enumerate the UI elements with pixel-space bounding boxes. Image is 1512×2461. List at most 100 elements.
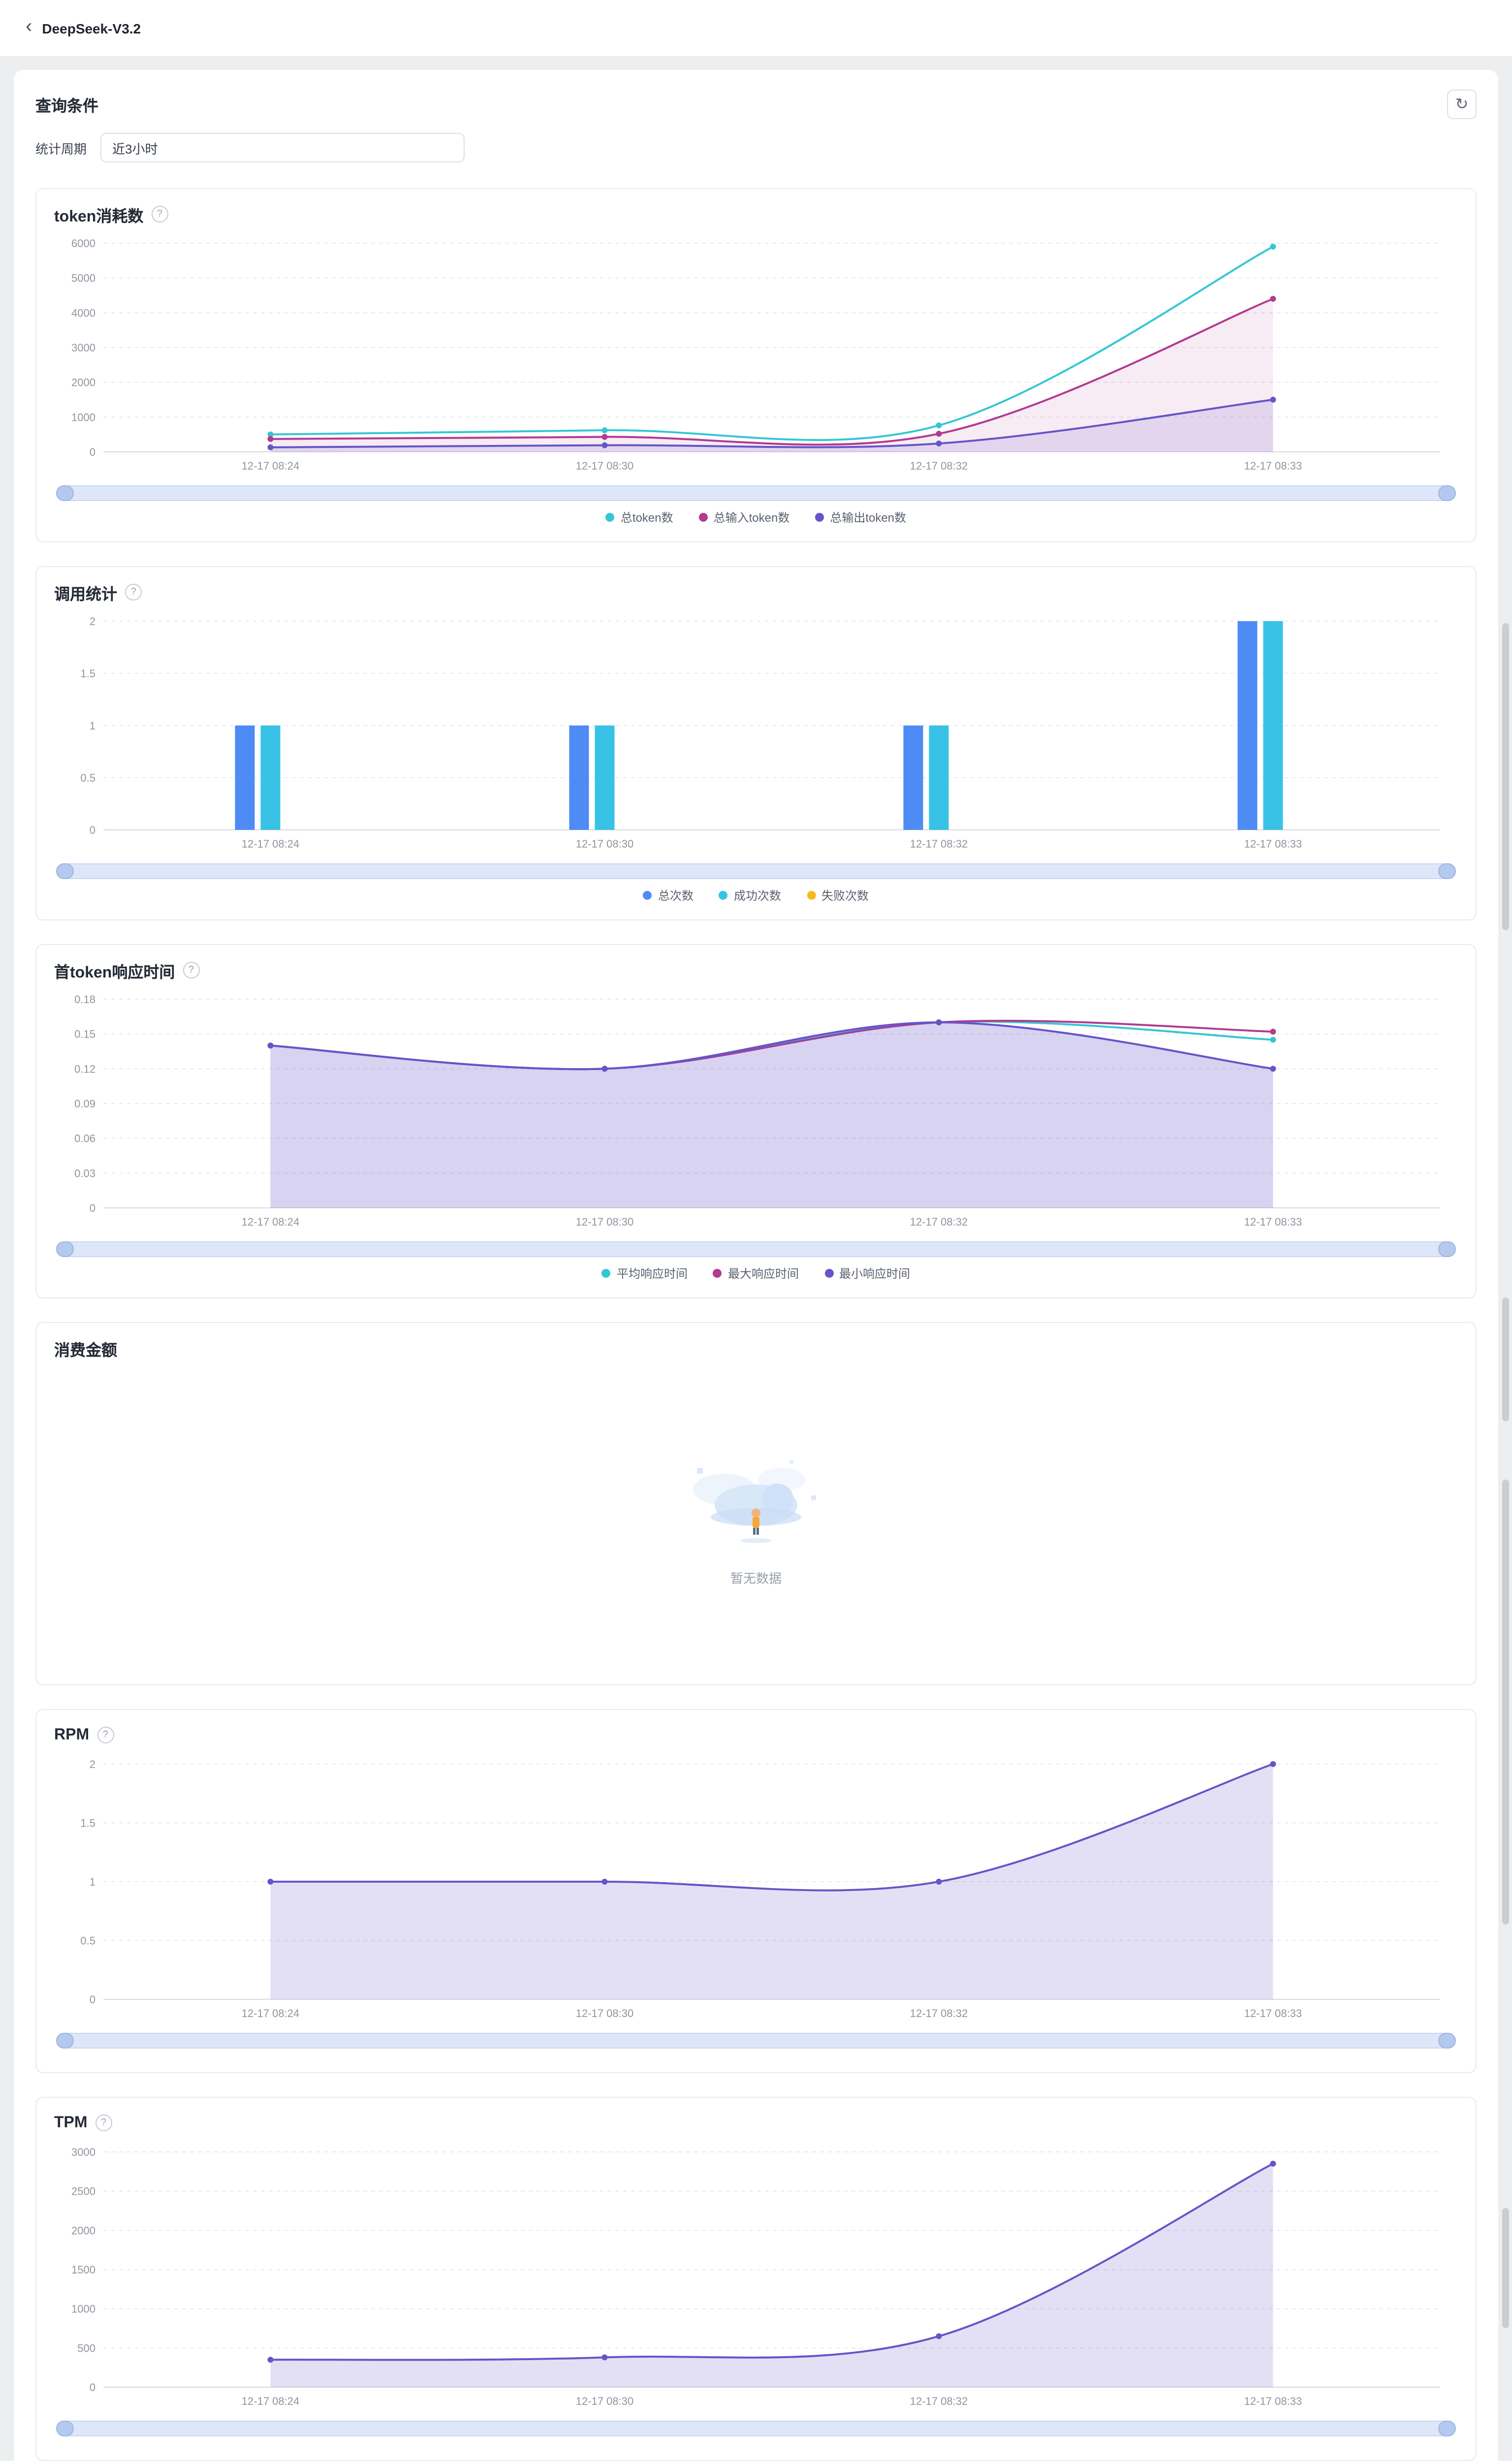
query-conditions-header: 查询条件 ↻ — [35, 90, 1477, 119]
svg-text:500: 500 — [77, 2342, 95, 2354]
legend-item[interactable]: 成功次数 — [719, 887, 781, 904]
datazoom-slider[interactable] — [56, 1241, 1456, 1257]
datazoom-handle-right[interactable] — [1438, 2033, 1456, 2049]
datazoom-handle-right[interactable] — [1438, 2421, 1456, 2436]
svg-text:0.09: 0.09 — [74, 1098, 95, 1110]
svg-text:12-17 08:24: 12-17 08:24 — [242, 2007, 299, 2019]
datazoom-handle-left[interactable] — [56, 485, 74, 501]
svg-text:12-17 08:30: 12-17 08:30 — [576, 460, 633, 472]
help-icon[interactable]: ? — [97, 1727, 114, 1743]
period-select-value: 近3小时 — [112, 141, 158, 156]
tpm-card: TPM ? 0 500 1000 1500 2000 2500 3000 12-17 08:2… — [35, 2097, 1477, 2461]
card-header: 消费金额 — [54, 1339, 1458, 1359]
svg-text:0: 0 — [90, 824, 95, 836]
scrollbar-thumb[interactable] — [1502, 1297, 1509, 1421]
legend-item[interactable]: 最大响应时间 — [713, 1265, 799, 1282]
svg-text:12-17 08:30: 12-17 08:30 — [576, 838, 633, 850]
legend-label: 失败次数 — [821, 889, 869, 903]
svg-text:2: 2 — [90, 615, 95, 628]
svg-text:0: 0 — [90, 446, 95, 458]
help-icon[interactable]: ? — [183, 962, 200, 978]
legend-dot — [601, 1269, 611, 1278]
datazoom-handle-left[interactable] — [56, 2033, 74, 2049]
main-panel: 查询条件 ↻ 统计周期 近3小时 token消耗数 ? 0 1000 2000 300… — [14, 70, 1498, 2461]
svg-text:12-17 08:32: 12-17 08:32 — [910, 1216, 968, 1228]
card-title: 消费金额 — [54, 1342, 118, 1359]
back-icon[interactable]: ‹ — [26, 16, 32, 37]
first-token-latency-chart: 0 0.03 0.06 0.09 0.12 0.15 0.18 12-17 08:24 12-1… — [74, 993, 1440, 1228]
card-title: token消耗数 — [54, 208, 144, 225]
svg-text:1.5: 1.5 — [80, 1817, 95, 1830]
legend-label: 总输出token数 — [830, 511, 907, 525]
svg-text:12-17 08:24: 12-17 08:24 — [242, 1216, 299, 1228]
svg-text:12-17 08:33: 12-17 08:33 — [1244, 1216, 1302, 1228]
datazoom-handle-left[interactable] — [56, 863, 74, 879]
help-icon[interactable]: ? — [151, 206, 168, 222]
datazoom-slider[interactable] — [56, 485, 1456, 501]
card-title: 首token响应时间 — [54, 964, 175, 981]
svg-text:0: 0 — [90, 1993, 95, 2006]
legend-dot — [643, 891, 652, 900]
svg-text:6000: 6000 — [71, 237, 95, 250]
consumption-amount-card: 消费金额 暂 — [35, 1322, 1477, 1685]
svg-text:0: 0 — [90, 2381, 95, 2394]
card-header: RPM ? — [54, 1726, 1458, 1744]
legend-label: 最小响应时间 — [839, 1267, 911, 1281]
legend-label: 总次数 — [658, 889, 693, 903]
refresh-button[interactable]: ↻ — [1447, 90, 1477, 119]
help-icon[interactable]: ? — [95, 2114, 112, 2131]
svg-text:12-17 08:32: 12-17 08:32 — [910, 2395, 968, 2407]
svg-text:1500: 1500 — [71, 2264, 95, 2276]
legend-item[interactable]: 平均响应时间 — [601, 1265, 688, 1282]
scrollbar-thumb[interactable] — [1502, 2208, 1509, 2328]
empty-text: 暂无数据 — [730, 1571, 782, 1585]
rpm-chart: 0 0.5 1 1.5 2 12-17 08:24 12-17 08:30 12-17 08:… — [80, 1758, 1440, 2019]
svg-text:0.5: 0.5 — [80, 1935, 95, 1947]
svg-text:12-17 08:33: 12-17 08:33 — [1244, 460, 1302, 472]
legend-dot — [824, 1269, 833, 1278]
legend-item[interactable]: 总输出token数 — [815, 509, 906, 526]
help-icon[interactable]: ? — [125, 584, 142, 600]
datazoom-slider[interactable] — [56, 2033, 1456, 2049]
svg-text:0.18: 0.18 — [74, 993, 95, 1006]
datazoom-handle-right[interactable] — [1438, 1241, 1456, 1257]
datazoom-handle-left[interactable] — [56, 1241, 74, 1257]
page-title: DeepSeek-V3.2 — [42, 20, 141, 36]
svg-text:12-17 08:33: 12-17 08:33 — [1244, 2395, 1302, 2407]
svg-text:12-17 08:30: 12-17 08:30 — [576, 1216, 633, 1228]
empty-illustration — [693, 1459, 816, 1543]
scrollbar-thumb[interactable] — [1502, 623, 1509, 930]
datazoom-handle-right[interactable] — [1438, 485, 1456, 501]
period-select[interactable]: 近3小时 — [100, 133, 465, 162]
svg-text:12-17 08:32: 12-17 08:32 — [910, 838, 968, 850]
legend-label: 成功次数 — [733, 889, 781, 903]
legend-item[interactable]: 最小响应时间 — [824, 1265, 910, 1282]
legend-label: 平均响应时间 — [616, 1267, 688, 1281]
svg-text:12-17 08:32: 12-17 08:32 — [910, 2007, 968, 2019]
legend-dot — [815, 513, 824, 522]
svg-text:3000: 3000 — [71, 2146, 95, 2158]
token-usage-chart: 0 1000 2000 3000 4000 5000 6000 12-17 08:24 12-1… — [71, 237, 1440, 472]
svg-text:12-17 08:30: 12-17 08:30 — [576, 2007, 633, 2019]
svg-text:0.03: 0.03 — [74, 1167, 95, 1179]
legend-item[interactable]: 失败次数 — [807, 887, 869, 904]
card-title: TPM — [54, 2114, 88, 2131]
legend-item[interactable]: 总次数 — [643, 887, 693, 904]
topbar: ‹ DeepSeek-V3.2 — [0, 0, 1512, 56]
svg-text:2000: 2000 — [71, 2224, 95, 2237]
datazoom-slider[interactable] — [56, 2421, 1456, 2436]
svg-text:12-17 08:32: 12-17 08:32 — [910, 460, 968, 472]
scrollbar-thumb[interactable] — [1502, 1480, 1509, 1925]
legend-item[interactable]: 总token数 — [605, 509, 673, 526]
datazoom-handle-left[interactable] — [56, 2421, 74, 2436]
legend-dot — [698, 513, 708, 522]
svg-text:3000: 3000 — [71, 342, 95, 354]
svg-text:12-17 08:33: 12-17 08:33 — [1244, 838, 1302, 850]
datazoom-slider[interactable] — [56, 863, 1456, 879]
svg-text:1: 1 — [90, 1876, 95, 1888]
svg-text:2000: 2000 — [71, 377, 95, 389]
datazoom-handle-right[interactable] — [1438, 863, 1456, 879]
empty-state: 暂无数据 — [54, 1365, 1458, 1669]
legend-item[interactable]: 总输入token数 — [698, 509, 789, 526]
